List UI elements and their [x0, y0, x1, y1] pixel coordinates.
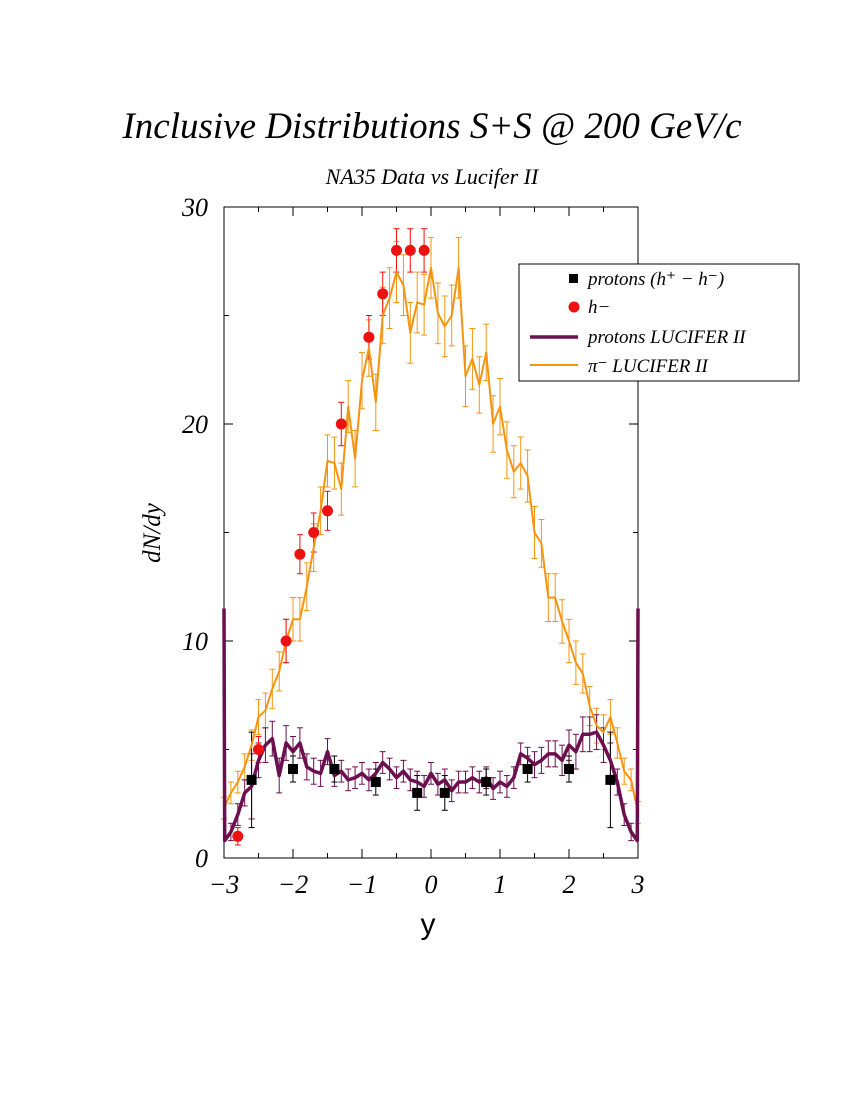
proton-data-point [288, 764, 298, 775]
proton-data-point [605, 774, 616, 785]
x-tick-label: −1 [347, 870, 378, 899]
legend-label-protons-model: protons LUCIFER II [586, 327, 747, 348]
hminus-data-point [294, 548, 306, 560]
chart-subtitle: NA35 Data vs Lucifer II [325, 164, 540, 189]
x-tick-label: −2 [278, 870, 309, 899]
pion-model-line [223, 266, 639, 813]
proton-data-point [522, 764, 533, 775]
legend-label-protons-data: protons (h⁺ − h⁻) [586, 269, 724, 290]
proton-data-point [481, 777, 492, 788]
hminus-data-point [404, 244, 416, 256]
y-tick-label: 20 [182, 410, 208, 439]
legend-square-marker-icon [569, 274, 578, 283]
hminus-data-point [232, 830, 244, 842]
hminus-data-point [363, 331, 375, 343]
x-axis-label: y [421, 908, 436, 941]
y-axis-label: dN/dy [139, 502, 166, 563]
hminus-data-point [335, 418, 347, 430]
hminus-data-point [322, 505, 333, 517]
hminus-data-point [418, 244, 430, 256]
proton-data-point [246, 774, 257, 785]
model-lines [222, 266, 640, 843]
y-tick-label: 30 [181, 193, 208, 222]
proton-data-point [370, 777, 381, 788]
chart-title: Inclusive Distributions S+S @ 200 GeV/c [121, 106, 742, 147]
x-tick-label: 1 [494, 870, 507, 899]
proton-data-point [412, 787, 423, 798]
proton-data-point [564, 764, 574, 775]
hminus-data-point [253, 744, 264, 755]
legend-label-hminus-data: h− [588, 297, 610, 318]
hminus-data-point [308, 527, 320, 538]
hminus-data-point [280, 635, 292, 647]
legend-circle-marker-icon [568, 301, 580, 313]
proton-data-point [439, 787, 450, 798]
x-tick-label: 3 [631, 870, 645, 899]
x-tick-label: 0 [425, 870, 438, 899]
hminus-data-point [377, 288, 389, 300]
proton-model-errorbars [227, 714, 635, 842]
plot-area [221, 206, 641, 859]
legend: protons (h⁺ − h⁻) h− protons LUCIFER II … [518, 263, 800, 382]
x-tick-label: 2 [563, 870, 576, 899]
legend-box [518, 263, 800, 382]
hminus-data-point [391, 244, 402, 256]
x-tick-label: −3 [209, 870, 240, 899]
legend-label-pion-model: π⁻ LUCIFER II [588, 356, 709, 377]
y-tick-label: 10 [182, 627, 208, 656]
proton-data-point [329, 764, 340, 775]
proton-model-line [222, 608, 640, 843]
data-markers [232, 244, 616, 842]
y-tick-label: 0 [195, 844, 208, 873]
